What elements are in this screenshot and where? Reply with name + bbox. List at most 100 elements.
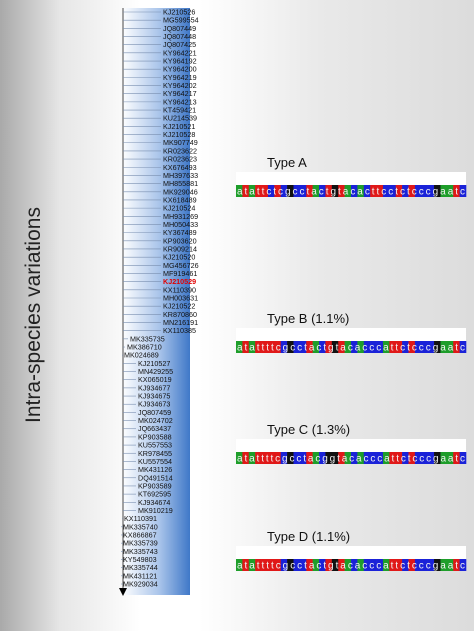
leaf-label: KP903589 <box>138 481 172 490</box>
base-cell <box>453 559 460 571</box>
base-cell <box>344 559 352 571</box>
base-cell <box>389 559 397 571</box>
base-cell <box>344 341 352 353</box>
base-cell <box>280 559 288 571</box>
base-cell <box>434 341 441 353</box>
base-cell <box>376 185 384 197</box>
base-cell <box>402 559 409 571</box>
leaf-label: KP903588 <box>138 432 172 441</box>
base-cell <box>242 185 250 197</box>
base-cell <box>402 452 409 464</box>
base-cell <box>351 452 358 464</box>
leaf-label: JQ807459 <box>138 408 171 417</box>
leaf-label: KT459421 <box>163 106 196 115</box>
leaf-label: KU214539 <box>163 114 197 123</box>
base-cell <box>382 559 390 571</box>
base-cell <box>267 559 275 571</box>
base-cell <box>287 185 294 197</box>
base-cell <box>408 452 416 464</box>
base-cell <box>395 185 403 197</box>
base-cell <box>331 185 339 197</box>
leaf-label: MK907749 <box>163 138 198 147</box>
leaf-label: KJ210526 <box>163 8 195 17</box>
base-cell <box>280 341 288 353</box>
base-cell <box>248 452 256 464</box>
leaf-label: MH050433 <box>163 220 198 229</box>
leaf-label: KJ210527 <box>138 359 170 368</box>
base-cell <box>363 341 371 353</box>
base-cell <box>395 452 403 464</box>
base-cell <box>242 559 250 571</box>
base-cell <box>306 185 313 197</box>
base-cell <box>440 341 448 353</box>
base-cell <box>312 452 320 464</box>
leaf-label: KY964221 <box>163 48 197 57</box>
leaf-label: MK024689 <box>124 351 159 360</box>
base-cell <box>376 341 384 353</box>
leaf-label: KR023622 <box>163 146 197 155</box>
base-cell <box>338 452 345 464</box>
leaf-label: MK335744 <box>123 563 158 572</box>
leaf-label: MK929046 <box>163 187 198 196</box>
clade-band <box>122 8 190 595</box>
base-cell <box>414 452 422 464</box>
base-cell <box>274 185 282 197</box>
base-cell <box>408 341 416 353</box>
leaf-label: KJ210522 <box>163 302 195 311</box>
leaf-label: KY964200 <box>163 65 197 74</box>
base-cell <box>325 559 333 571</box>
base-cell <box>280 185 288 197</box>
base-cell <box>453 341 460 353</box>
leaf-label: KX866867 <box>123 530 157 539</box>
leaf-label: KU557554 <box>138 457 172 466</box>
base-cell <box>421 559 428 571</box>
leaf-label: KX676493 <box>163 163 197 172</box>
base-cell <box>261 341 269 353</box>
base-cell <box>248 559 256 571</box>
base-cell <box>261 185 269 197</box>
base-cell <box>363 185 371 197</box>
base-cell <box>421 452 428 464</box>
leaf-label: KR978455 <box>138 449 172 458</box>
base-cell <box>299 559 307 571</box>
base-cell <box>382 452 390 464</box>
type-label: Type D (1.1%) <box>267 529 350 544</box>
leaf-label: KY964219 <box>163 73 197 82</box>
arrow-head <box>119 588 127 596</box>
leaf-label: MK431126 <box>138 465 172 474</box>
leaf-label: KR909214 <box>163 244 197 253</box>
base-cell <box>357 341 365 353</box>
leaf-label: KX065019 <box>138 375 172 384</box>
leaf-label: MK386710 <box>127 343 162 352</box>
base-cell <box>434 452 441 464</box>
leaf-label: MK024702 <box>138 416 173 425</box>
base-cell <box>395 559 403 571</box>
base-cell <box>440 185 448 197</box>
base-cell <box>325 452 333 464</box>
leaf-label: KX110385 <box>163 326 196 335</box>
leaf-label: MH397633 <box>163 171 198 180</box>
leaf-label: KJ210524 <box>163 204 195 213</box>
base-cell <box>325 341 333 353</box>
leaf-label: KJ934673 <box>138 400 170 409</box>
base-cell <box>446 341 454 353</box>
leaf-label: MK929034 <box>123 580 158 589</box>
base-cell <box>376 559 384 571</box>
leaf-label: KJ210521 <box>163 122 195 131</box>
base-cell <box>427 452 435 464</box>
base-cell <box>255 185 262 197</box>
base-cell <box>312 185 320 197</box>
sequence: atattctcgcctactgtacacttcctctcccgaatc <box>237 187 465 198</box>
base-cell <box>363 559 371 571</box>
base-cell <box>248 341 256 353</box>
leaf-label: KX110391 <box>124 514 157 523</box>
axis-title: Intra-species variations <box>22 207 45 423</box>
base-cell <box>319 559 326 571</box>
base-cell <box>293 185 301 197</box>
base-cell <box>299 341 307 353</box>
base-cell <box>427 341 435 353</box>
base-cell <box>299 452 307 464</box>
leaf-label: KJ210529 <box>163 277 196 286</box>
base-cell <box>459 452 467 464</box>
